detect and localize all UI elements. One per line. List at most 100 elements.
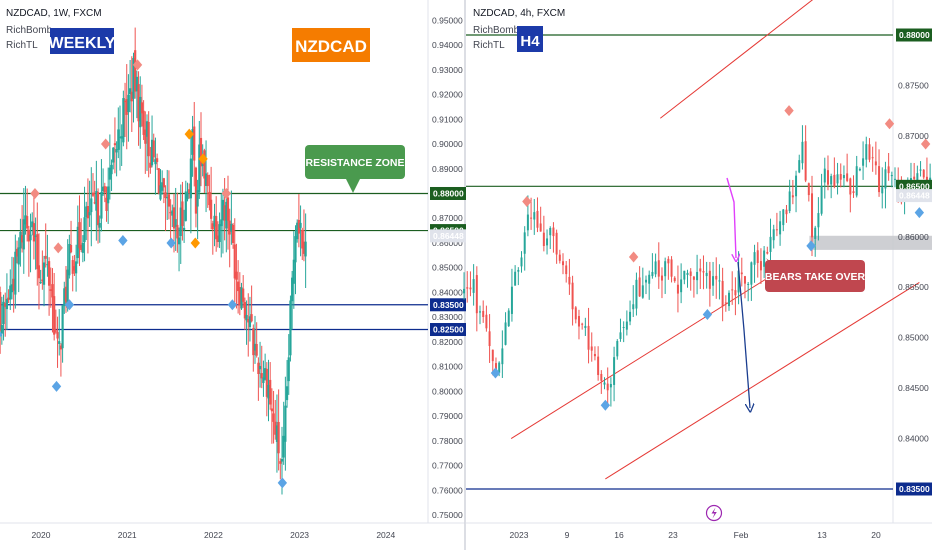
candle-body (814, 227, 817, 239)
y-tick-label: 0.84500 (898, 383, 929, 393)
candle-body (526, 214, 529, 231)
event-icon[interactable] (705, 504, 723, 522)
candle-body (83, 217, 86, 243)
candle-body (34, 235, 37, 238)
candle-body (76, 226, 79, 259)
candle-body (258, 365, 262, 370)
candle-body (243, 302, 246, 319)
weekly-indicator-2[interactable]: RichTL (6, 40, 38, 51)
weekly-badge: WEEKLY (49, 28, 116, 54)
y-tick-label: 0.78000 (432, 436, 463, 446)
candle-body (782, 209, 785, 226)
candle-body (267, 384, 270, 399)
candle-body (17, 247, 20, 265)
candle-body (469, 287, 472, 290)
candle-body (238, 286, 241, 306)
candle-body (520, 257, 523, 267)
nzdcad-badge: NZDCAD (292, 28, 370, 62)
candle-body (174, 219, 177, 227)
x-tick-label: 23 (668, 530, 678, 540)
y-tick-label: 0.75000 (432, 510, 463, 520)
candle-body (216, 235, 219, 243)
y-tick-label: 0.81000 (432, 362, 463, 372)
candle-body (302, 241, 306, 254)
h4-x-axis: 2023 9 16 23 Feb 13 20 (510, 530, 881, 540)
buy-signal-marker (51, 380, 62, 392)
price-tag-bg (430, 186, 466, 200)
candle-body (817, 213, 820, 228)
buy-signal-marker (118, 234, 128, 246)
price-tag-bg (430, 323, 466, 337)
y-tick-label: 0.94000 (432, 40, 463, 50)
candle-body (113, 143, 117, 146)
candle-body (804, 141, 807, 181)
y-tick-label: 0.80000 (432, 386, 463, 396)
candle-body (862, 158, 865, 166)
candle-body (498, 362, 501, 373)
candle-body (27, 229, 30, 242)
sell-signal-marker (784, 105, 794, 117)
candle-body (169, 212, 172, 214)
x-tick-label: 2023 (290, 530, 309, 540)
candle-body (494, 363, 497, 372)
candle-body (112, 147, 115, 163)
candle-body (63, 288, 66, 307)
h4-indicator-1[interactable]: RichBomb (473, 25, 520, 36)
weekly-indicator-1[interactable]: RichBomb (6, 25, 53, 36)
candle-body (769, 236, 772, 252)
candle-body (558, 254, 561, 261)
candle-body (110, 164, 113, 175)
candle-body (645, 279, 648, 283)
candle-body (32, 223, 36, 242)
candle-body (0, 324, 3, 334)
candle-body (913, 176, 916, 180)
candle-body (48, 261, 51, 286)
candle-body (287, 357, 290, 382)
candle-body (0, 292, 2, 331)
candle-body (86, 206, 90, 219)
candle-body (194, 167, 198, 214)
candle-body (117, 129, 120, 150)
price-tag-label: 0.82500 (433, 325, 464, 335)
candle-body (134, 50, 137, 92)
candle-body (36, 234, 39, 270)
candle-body (284, 405, 287, 442)
candle-body (58, 341, 61, 344)
candle-body (613, 357, 616, 385)
candle-body (22, 219, 25, 250)
candle-body (871, 157, 874, 159)
h4-indicator-2[interactable]: RichTL (473, 40, 505, 51)
candle-body (156, 158, 159, 162)
candle-body (240, 287, 243, 309)
weekly-header: NZDCAD, 1W, FXCM (6, 8, 102, 19)
pink-projection-arrow (726, 177, 736, 258)
candle-body (277, 421, 280, 454)
candle-body (296, 222, 299, 240)
sell-signal-marker (920, 138, 931, 150)
candle-body (830, 176, 833, 185)
candle-body (788, 191, 791, 212)
candle-body (233, 244, 236, 279)
candle-body (49, 289, 52, 291)
x-tick-label: 2020 (32, 530, 51, 540)
candle-body (226, 197, 230, 221)
candle-body (756, 250, 759, 264)
candle-body (107, 186, 110, 204)
candle-body (154, 159, 157, 165)
candle-body (865, 144, 868, 160)
h4-channel (510, 0, 920, 480)
bears-take-over-callout: BEARS TAKE OVER (765, 258, 865, 292)
candle-body (269, 379, 272, 405)
candle-body (846, 173, 849, 181)
candle-body (833, 174, 836, 187)
candle-body (64, 286, 68, 302)
candle-body (220, 219, 223, 227)
candle-body (922, 169, 925, 178)
candle-body (297, 219, 300, 234)
candle-body (264, 368, 267, 380)
weekly-panel: 0.95000 0.94000 0.93000 0.92000 0.91000 0.900… (0, 0, 466, 550)
candle-body (718, 280, 721, 282)
candle-body (488, 331, 491, 347)
resistance-zone-label: RESISTANCE ZONE (306, 157, 405, 169)
